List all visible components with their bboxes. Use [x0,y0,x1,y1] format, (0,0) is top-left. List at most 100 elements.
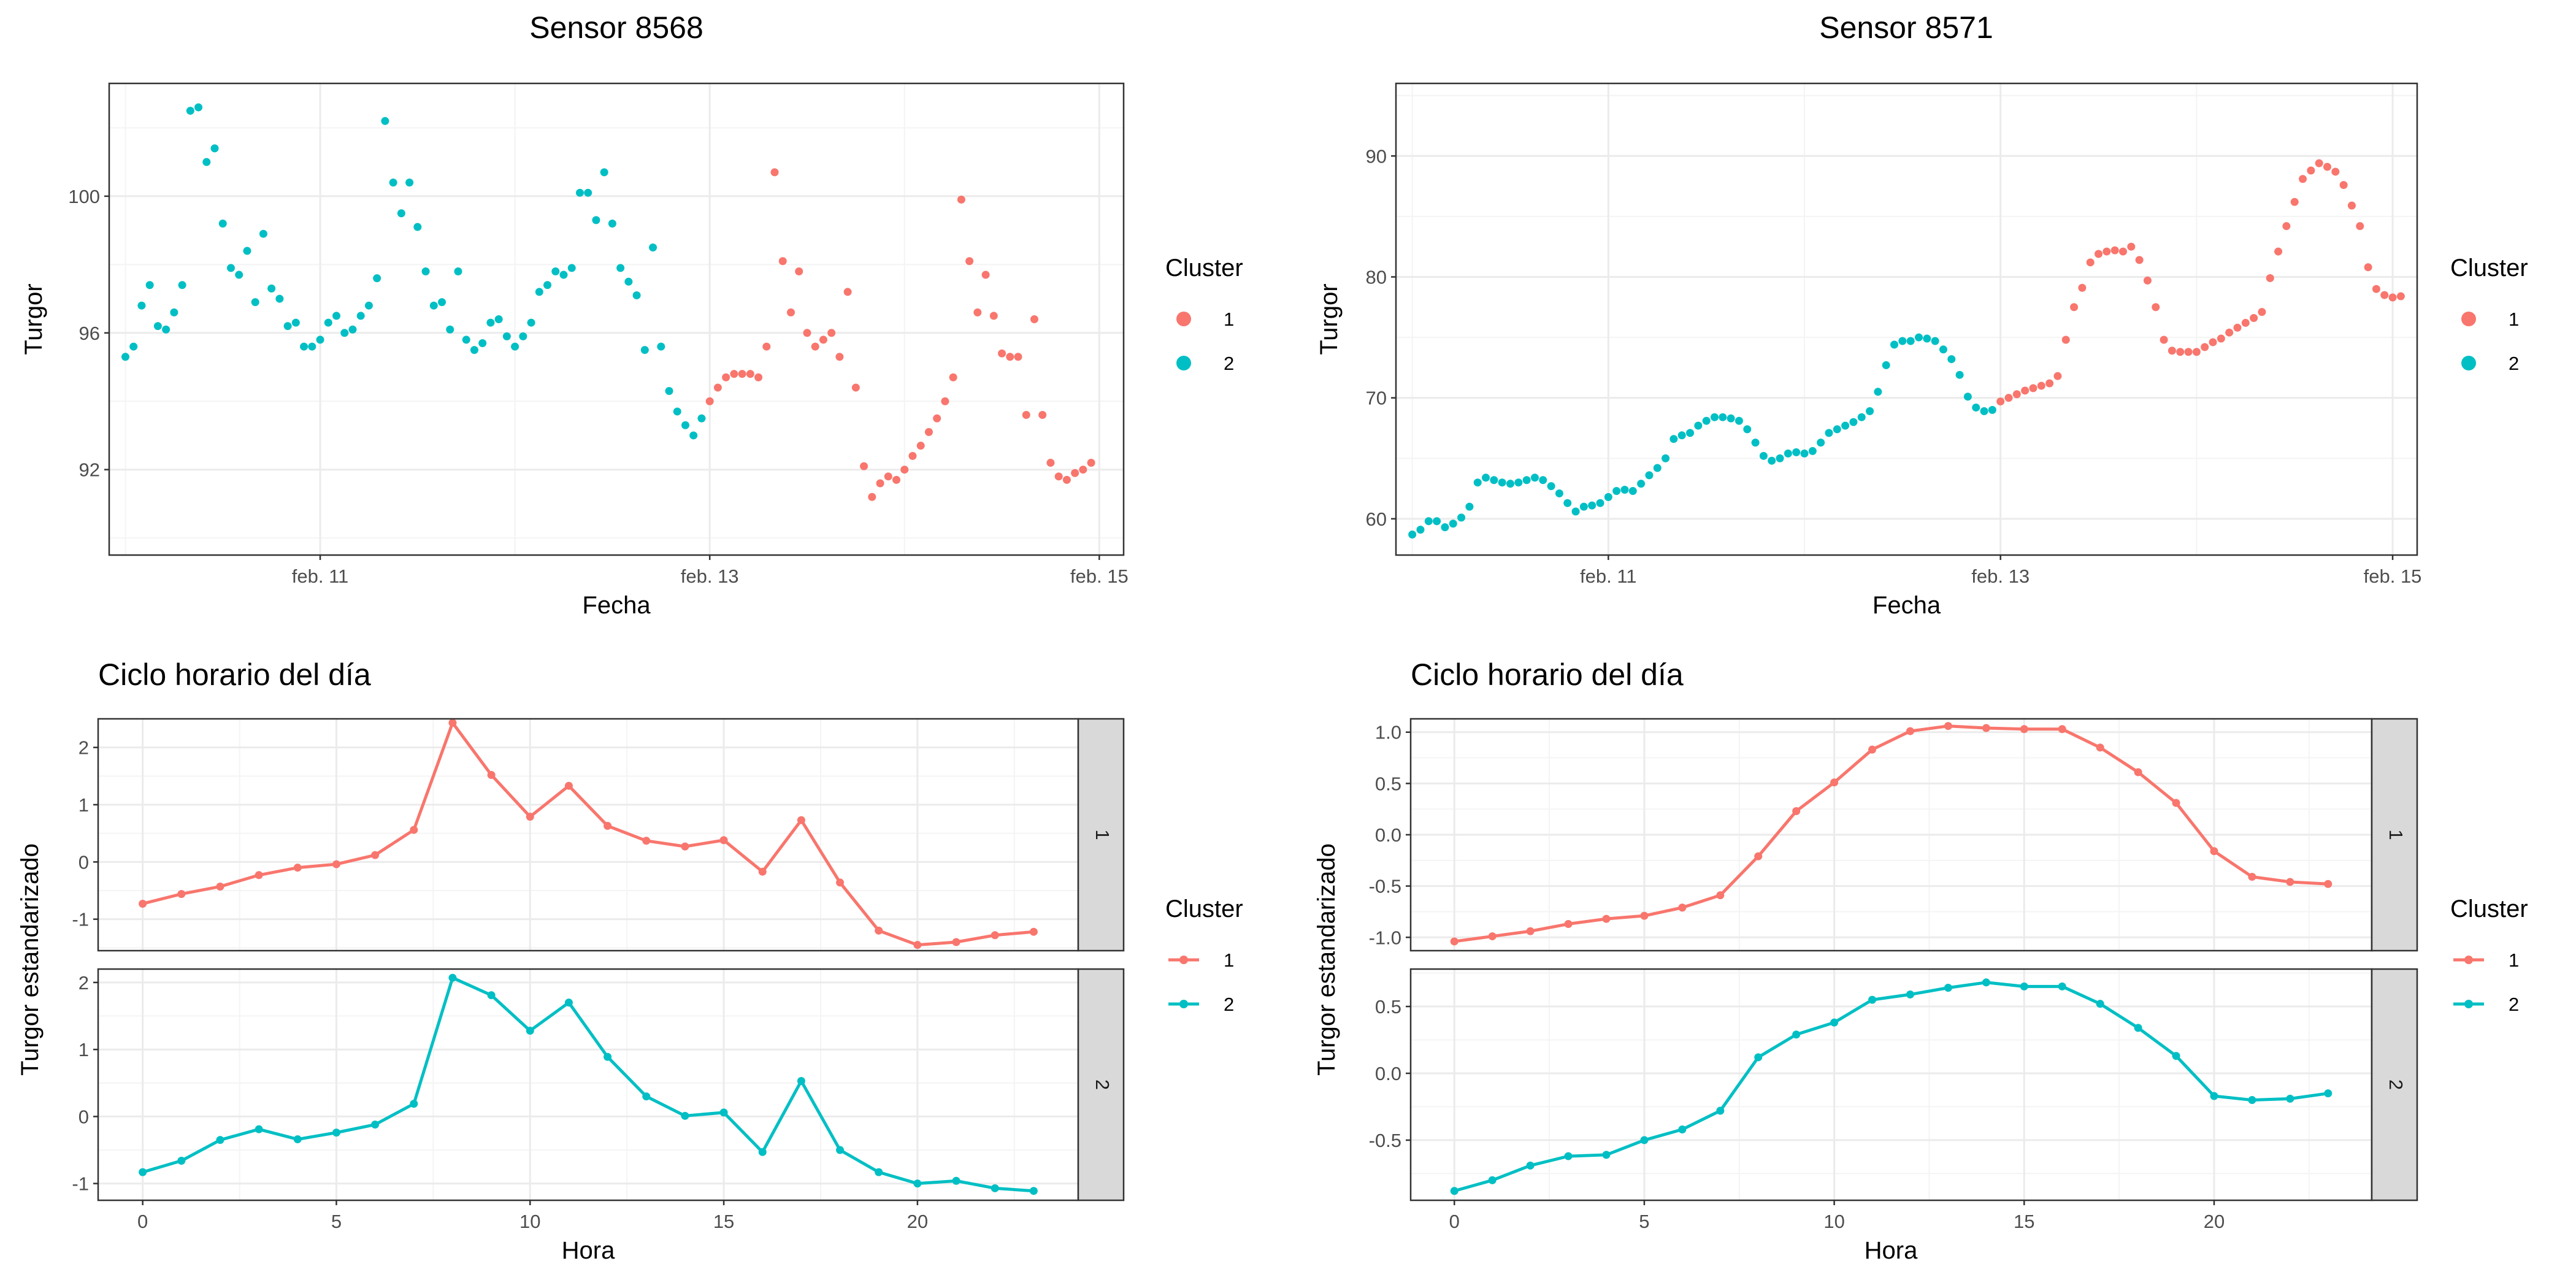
data-point [2388,293,2397,302]
data-point [1751,439,1760,447]
data-point [1939,345,1947,354]
data-point [2045,379,2054,388]
x-tick-label: 10 [519,1211,540,1232]
data-point [1620,486,1629,494]
facet-2: -0.5 0.0 0.5 2 [1369,968,2418,1202]
facet-background [98,719,1078,951]
series-line-cluster-2 [1454,981,2329,1193]
data-point [202,158,211,166]
data-point [487,991,496,1000]
data-point [1944,722,1952,730]
data-point [1882,361,1890,369]
data-point [952,938,960,946]
data-point [624,277,633,286]
data-point [998,349,1006,358]
y-tick-label: 0 [79,851,89,873]
legend-key-point [2461,356,2476,370]
data-point [2372,285,2380,293]
data-point [1944,984,1952,992]
data-point [592,216,600,224]
data-point [2135,256,2144,264]
data-point [526,813,534,821]
data-point [405,178,414,187]
data-point [519,332,527,340]
x-axis-title: Fecha [582,592,651,619]
data-point [600,168,608,177]
data-point [616,264,625,272]
data-point [2134,1024,2142,1032]
data-point [2096,1000,2104,1008]
data-point [2078,283,2087,292]
data-point [1640,1136,1649,1144]
data-point [413,223,422,231]
data-point [1488,932,1497,941]
facet-background [98,969,1078,1200]
legend-label-2: 2 [2509,353,2519,374]
data-point [957,195,965,204]
legend-title: Cluster [2450,255,2528,282]
data-point [795,267,803,275]
data-point [1980,407,1988,415]
data-point [860,462,868,470]
data-point [2020,725,2028,734]
data-point [1441,523,1449,532]
data-point [2037,381,2045,390]
x-tick-label: 0 [137,1211,148,1232]
data-point [1988,405,1996,414]
data-point [194,103,203,112]
data-point [1906,990,1914,999]
data-point [913,1179,922,1188]
plot-title: Ciclo horario del día [1411,657,1684,692]
data-point [1030,315,1038,323]
data-point [448,719,457,727]
data-point [1784,449,1792,458]
legend-title: Cluster [1165,255,1243,282]
panel-border [108,82,1125,556]
data-point [1825,429,1833,437]
data-point [2143,276,2152,285]
data-point [1588,501,1597,510]
data-point [2029,384,2037,393]
data-point [2160,335,2168,344]
data-point [178,281,186,289]
data-point [900,466,909,474]
data-point [1735,416,1743,425]
data-point [811,342,819,351]
x-tick-label: feb. 11 [292,565,349,587]
facet-1: -1.0 -0.5 0.0 0.5 1.0 1 [1369,718,2418,952]
data-point [454,267,462,275]
legend: Cluster 1 2 [1165,255,1243,374]
data-point [797,816,805,824]
data-point [2248,1096,2256,1105]
data-point [2286,878,2294,886]
data-point [340,329,349,337]
data-point [364,301,373,310]
data-point [243,247,251,255]
data-point [1792,448,1801,456]
data-point [2168,347,2176,355]
data-point [1062,475,1071,484]
data-point [494,315,503,323]
legend-label-1: 1 [2509,309,2519,330]
data-point [448,973,457,982]
legend-title: Cluster [2450,895,2528,922]
data-point [2356,222,2364,231]
data-point [2103,247,2111,256]
data-point [1996,397,2005,406]
data-point [843,288,852,296]
data-point [348,325,357,334]
data-point [758,1148,767,1156]
y-tick-label: 1.0 [1375,722,1401,743]
y-tick-label: -1.0 [1369,927,1401,948]
line-panel-2: -1.0-0.50.00.51.01-0.50.00.520 5 10 15 20Cic… [1313,657,2418,1264]
data-point [1450,937,1459,946]
data-point [941,397,949,405]
data-point [1079,466,1087,474]
data-point [283,322,292,331]
data-point [1972,403,1980,412]
data-point [1522,476,1531,485]
data-point [1628,486,1637,495]
data-point [1602,914,1611,923]
data-point [1433,517,1441,526]
